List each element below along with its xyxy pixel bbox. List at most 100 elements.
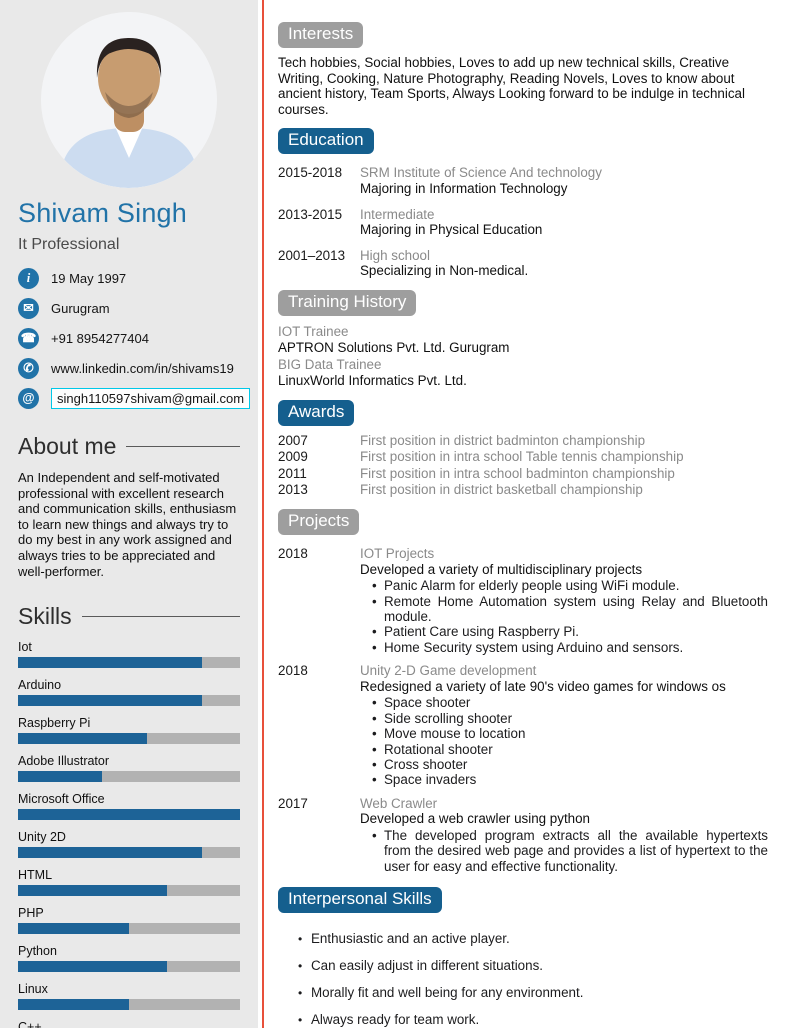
project-bullet: Move mouse to location [372,726,768,742]
skill-item: C++ [18,1020,240,1028]
education-period: 2015-2018 [278,165,343,181]
skills-list: Iot Arduino Raspberry Pi Adobe Illustrat… [18,640,240,1028]
skill-bar-track [18,733,240,745]
project-bullet: Rotational shooter [372,742,768,758]
skill-label: Raspberry Pi [18,716,91,731]
skill-bar-track [18,961,240,973]
handset-icon: ✆ [18,358,39,379]
section-projects: Projects 2018 IOT Projects Developed a v… [278,508,768,876]
award-year: 2011 [278,465,307,481]
education-item: 2013-2015 Intermediate Majoring in Physi… [278,207,768,238]
interpersonal-heading-badge: Interpersonal Skills [278,887,442,914]
contact-birthdate-text: 19 May 1997 [51,271,127,286]
education-school: SRM Institute of Science And technology [360,165,602,181]
skill-bar-fill [18,847,203,859]
education-period: 2013-2015 [278,206,343,222]
project-bullets: The developed program extracts all the a… [360,828,768,874]
education-detail: Majoring in Information Technology [360,180,568,196]
project-bullet: Side scrolling shooter [372,711,768,727]
at-icon: @ [18,388,39,409]
award-text: First position in district basketball ch… [360,482,643,498]
award-item: 2013 First position in district basketba… [278,482,768,498]
education-detail: Specializing in Non-medical. [360,263,529,279]
sidebar: Shivam Singh It Professional i 19 May 19… [0,0,258,1028]
award-text: First position in district badminton cha… [360,432,646,448]
interpersonal-list: Enthusiastic and an active player. Can e… [278,931,768,1028]
skill-item: HTML [18,868,240,897]
contact-email: @ singh110597shivam@gmail.com [18,388,251,409]
award-item: 2011 First position in intra school badm… [278,466,768,482]
project-bullets: Space shooter Side scrolling shooter Mov… [360,695,768,788]
skill-label: Unity 2D [18,830,66,845]
skill-bar-fill [18,809,240,821]
interpersonal-bullet: Always ready for team work. [298,1012,768,1027]
skill-label: Arduino [18,678,62,693]
project-bullet: Remote Home Automation system using Rela… [372,594,768,625]
info-icon: i [18,268,39,289]
project-bullet: Space shooter [372,695,768,711]
red-divider-line [262,0,264,1028]
training-heading-badge: Training History [278,289,417,316]
skill-label: Linux [18,982,48,997]
skill-item: PHP [18,906,240,935]
skills-heading-label: Skills [18,603,72,630]
heading-rule [81,616,240,618]
mail-icon: ✉ [18,298,39,319]
skill-bar-fill [18,999,129,1011]
phone-icon: ☎ [18,328,39,349]
education-school: Intermediate [360,206,435,222]
skill-bar-track [18,847,240,859]
skill-label: Adobe Illustrator [18,754,110,769]
skill-label: Microsoft Office [18,792,105,807]
project-subtitle: Redesigned a variety of late 90's video … [360,678,726,694]
heading-rule [126,446,240,447]
project-year: 2018 [278,663,308,679]
contact-location: ✉ Gurugram [18,298,240,319]
skill-bar-fill [18,695,203,707]
skill-item: Python [18,944,240,973]
skill-bar-track [18,885,240,897]
profile-job-title: It Professional [18,236,120,253]
section-training-history: Training History IOT Trainee APTRON Solu… [278,289,768,389]
skill-item: Raspberry Pi [18,716,240,745]
profile-name: Shivam Singh [18,198,187,228]
project-bullet: The developed program extracts all the a… [372,828,768,874]
skill-item: Linux [18,982,240,1011]
award-text: First position in intra school Table ten… [360,449,684,465]
skill-label: HTML [18,868,53,883]
contact-email-field[interactable]: singh110597shivam@gmail.com [51,388,251,409]
project-bullet: Panic Alarm for elderly people using WiF… [372,578,768,594]
section-education: Education 2015-2018 SRM Institute of Sci… [278,128,768,279]
skill-bar-fill [18,885,167,897]
award-year: 2007 [278,432,308,448]
project-title: IOT Projects [360,545,435,561]
awards-heading-badge: Awards [278,399,355,426]
award-year: 2013 [278,482,308,498]
skill-bar-fill [18,657,203,669]
skill-label: C++ [18,1020,42,1028]
project-bullet: Home Security system using Arduino and s… [372,640,768,656]
interpersonal-bullet: Morally fit and well being for any envir… [298,985,768,1000]
training-company: APTRON Solutions Pvt. Ltd. Gurugram [278,340,510,356]
section-awards: Awards 2007 First position in district b… [278,399,768,498]
project-year: 2018 [278,545,308,561]
skill-bar-fill [18,771,103,783]
about-heading: About me [18,433,240,460]
skill-item: Arduino [18,678,240,707]
project-item: 2018 IOT Projects Developed a variety of… [278,546,768,657]
award-text: First position in intra school badminton… [360,465,675,481]
project-title: Unity 2-D Game development [360,663,537,679]
training-lines: IOT Trainee APTRON Solutions Pvt. Ltd. G… [278,324,768,389]
projects-heading-badge: Projects [278,508,360,535]
contact-birthdate: i 19 May 1997 [18,268,240,289]
project-subtitle: Developed a web crawler using python [360,811,591,827]
contact-phone: ☎ +91 8954277404 [18,328,240,349]
skill-bar-track [18,695,240,707]
contact-phone-text: +91 8954277404 [51,331,149,346]
skills-heading: Skills [18,603,240,630]
interpersonal-bullet: Enthusiastic and an active player. [298,931,768,946]
education-school: High school [360,247,430,263]
project-bullet: Patient Care using Raspberry Pi. [372,624,768,640]
project-title: Web Crawler [360,795,438,811]
skill-label: PHP [18,906,44,921]
